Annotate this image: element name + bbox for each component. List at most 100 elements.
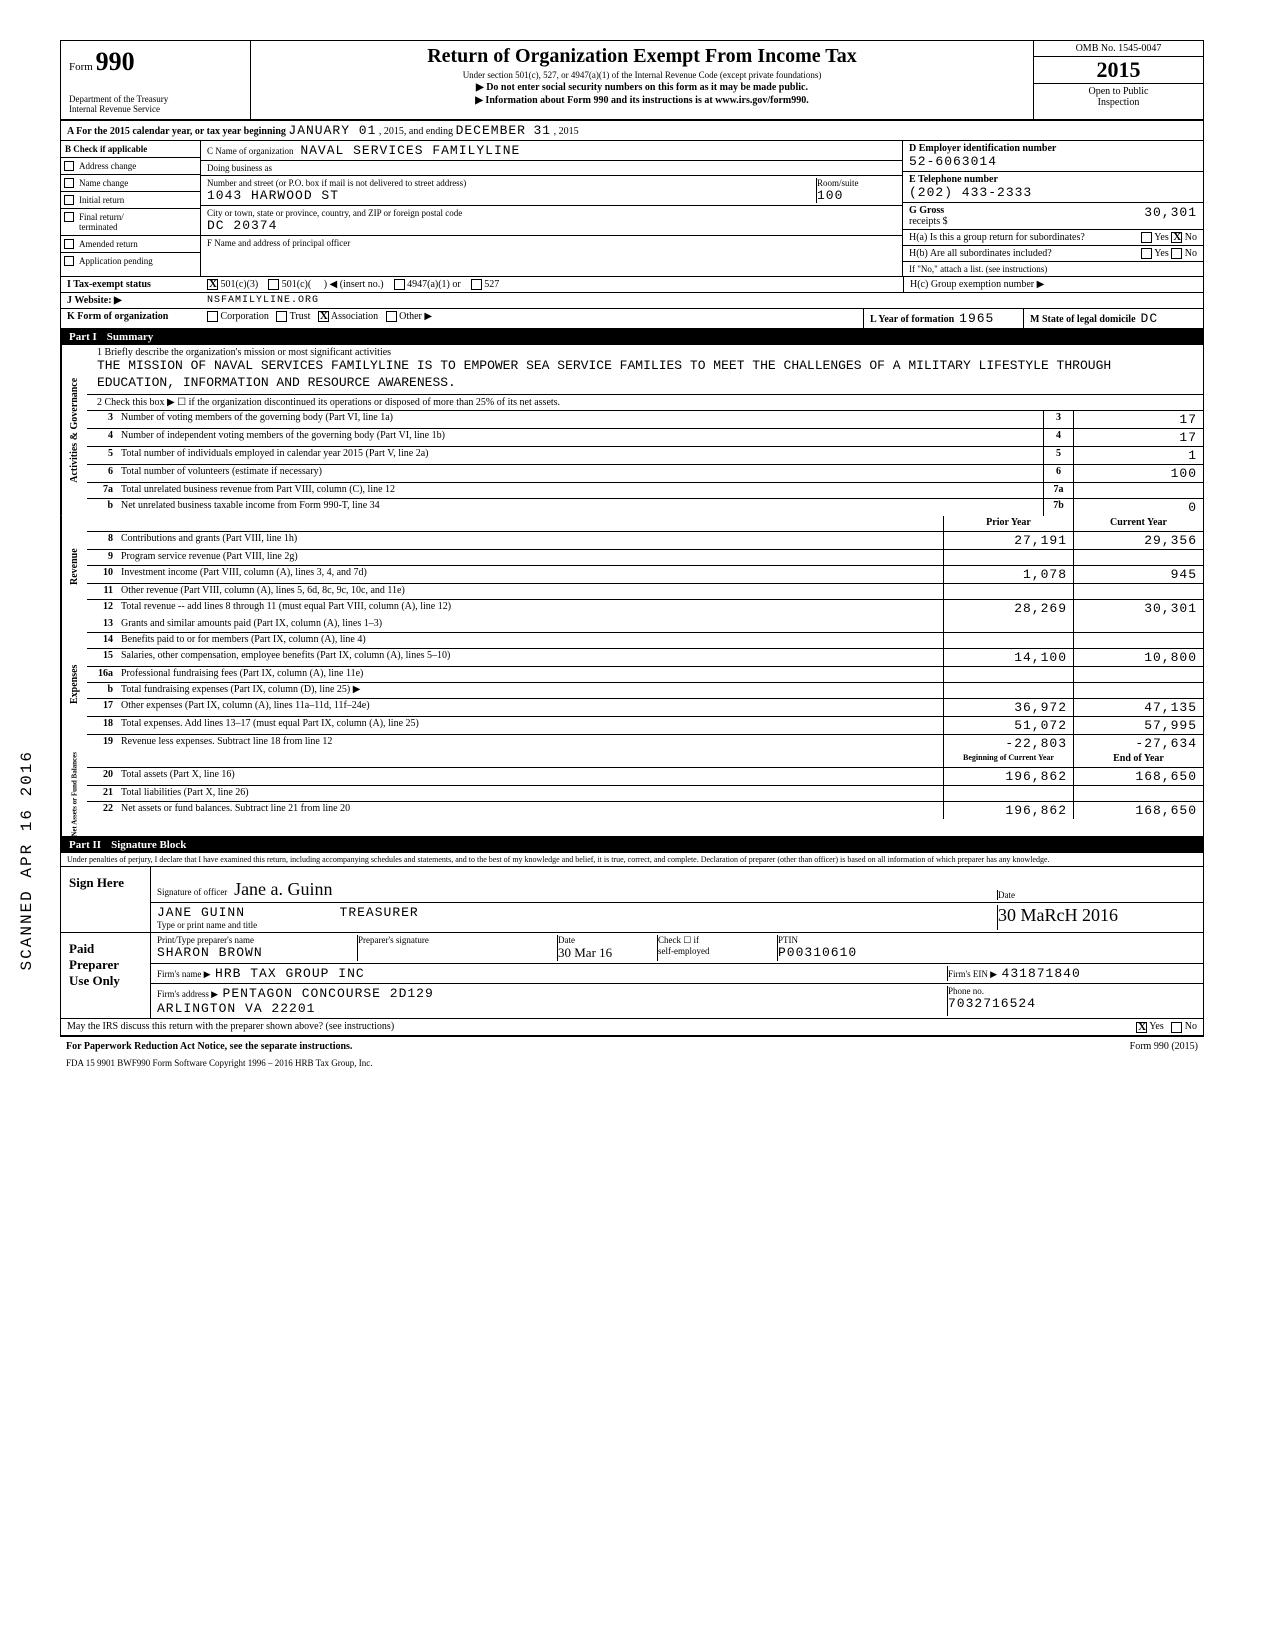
ha-yes-checkbox[interactable] — [1141, 232, 1152, 243]
line-desc: Number of independent voting members of … — [117, 429, 1043, 446]
no-label-2: No — [1185, 248, 1197, 259]
phone-no-label: Phone no. — [948, 986, 984, 996]
firm-addr-label: Firm's address ▶ — [157, 989, 218, 999]
line-21: 21 Total liabilities (Part X, line 26) — [87, 786, 1203, 802]
form-number: 990 — [96, 47, 135, 76]
line-desc: Total expenses. Add lines 13–17 (must eq… — [117, 717, 943, 734]
line-num: 18 — [87, 717, 117, 734]
mission-text: THE MISSION OF NAVAL SERVICES FAMILYLINE… — [97, 358, 1193, 392]
line-16a: 16a Professional fundraising fees (Part … — [87, 667, 1203, 683]
yes-label: Yes — [1154, 232, 1169, 243]
501c-checkbox[interactable] — [268, 279, 279, 290]
prior-year-value — [943, 550, 1073, 565]
room-label: Room/suite — [817, 178, 859, 188]
mission-label: 1 Briefly describe the organization's mi… — [97, 347, 1193, 358]
line-box: 7a — [1043, 483, 1073, 498]
part-1-label: Part I — [69, 331, 107, 343]
ha-label: H(a) Is this a group return for subordin… — [909, 232, 1141, 243]
line-desc: Total unrelated business revenue from Pa… — [117, 483, 1043, 498]
j-label: J Website: ▶ — [61, 293, 201, 308]
gov-line-7a: 7a Total unrelated business revenue from… — [87, 483, 1203, 499]
part-2-label: Part II — [69, 839, 111, 851]
form-990: Form 990 Department of the Treasury Inte… — [60, 40, 1204, 1037]
b-name-change: Name change — [79, 178, 128, 188]
line-desc: Grants and similar amounts paid (Part IX… — [117, 617, 943, 632]
trust-checkbox[interactable] — [276, 311, 287, 322]
line-box: 4 — [1043, 429, 1073, 446]
form-title: Return of Organization Exempt From Incom… — [261, 45, 1023, 68]
current-year-value — [1073, 617, 1203, 632]
discuss-yes: Yes — [1149, 1021, 1164, 1032]
current-year-value: -27,634 — [1073, 735, 1203, 752]
prior-year-value — [943, 633, 1073, 648]
line-15: 15 Salaries, other compensation, employe… — [87, 649, 1203, 667]
current-year-value: 10,800 — [1073, 649, 1203, 666]
omb-number: OMB No. 1545-0047 — [1034, 41, 1203, 57]
line-num: 5 — [87, 447, 117, 464]
line-22: 22 Net assets or fund balances. Subtract… — [87, 802, 1203, 819]
self-employed-label: self-employed — [658, 946, 709, 956]
current-year-value: 57,995 — [1073, 717, 1203, 734]
row-a-mid: , 2015, and ending — [379, 126, 453, 137]
discuss-question: May the IRS discuss this return with the… — [61, 1019, 1130, 1034]
line-desc: Revenue less expenses. Subtract line 18 … — [117, 735, 943, 752]
b-amended: Amended return — [79, 239, 138, 249]
527-checkbox[interactable] — [471, 279, 482, 290]
opt-527: 527 — [484, 279, 499, 290]
line-num: 8 — [87, 532, 117, 549]
city-label: City or town, state or province, country… — [207, 208, 462, 218]
line-desc: Number of voting members of the governin… — [117, 411, 1043, 428]
prep-name-label: Print/Type preparer's name — [157, 935, 254, 945]
g-label2: receipts $ — [909, 216, 948, 227]
h-note: If "No," attach a list. (see instruction… — [903, 262, 1203, 276]
line-20: 20 Total assets (Part X, line 16) 196,86… — [87, 768, 1203, 786]
row-a-label: A For the 2015 calendar year, or tax yea… — [67, 126, 286, 137]
line-17: 17 Other expenses (Part IX, column (A), … — [87, 699, 1203, 717]
ptin: P00310610 — [778, 945, 857, 960]
part-1-title: Summary — [107, 331, 153, 343]
prior-year-header: Prior Year — [943, 516, 1073, 531]
row-j: J Website: ▶ NSFAMILYLINE.ORG — [61, 293, 1203, 309]
line-desc: Other revenue (Part VIII, column (A), li… — [117, 584, 943, 599]
ha-no-checkbox[interactable] — [1171, 232, 1182, 243]
side-activities-governance: Activities & Governance — [61, 345, 87, 516]
line-desc: Other expenses (Part IX, column (A), lin… — [117, 699, 943, 716]
street-address: 1043 HARWOOD ST — [207, 188, 339, 203]
current-year-value — [1073, 667, 1203, 682]
b-final-1: Final return/ — [79, 212, 124, 222]
discuss-yes-checkbox[interactable] — [1136, 1022, 1147, 1033]
check-if-label: Check ☐ if — [658, 935, 699, 945]
warn-ssn: ▶ Do not enter social security numbers o… — [261, 82, 1023, 93]
line-num: b — [87, 499, 117, 516]
line-desc: Contributions and grants (Part VIII, lin… — [117, 532, 943, 549]
firm-addr-2: ARLINGTON VA 22201 — [157, 1001, 315, 1016]
line-8: 8 Contributions and grants (Part VIII, l… — [87, 532, 1203, 550]
firm-name: HRB TAX GROUP INC — [215, 966, 365, 981]
4947-checkbox[interactable] — [394, 279, 405, 290]
hb-yes-checkbox[interactable] — [1141, 248, 1152, 259]
other-checkbox[interactable] — [386, 311, 397, 322]
sig-officer-label: Signature of officer — [157, 887, 227, 897]
line-value — [1073, 483, 1203, 498]
assoc-checkbox[interactable] — [318, 311, 329, 322]
phone: (202) 433-2333 — [909, 185, 1032, 200]
line-box: 7b — [1043, 499, 1073, 516]
line-12: 12 Total revenue -- add lines 8 through … — [87, 600, 1203, 617]
type-name-label: Type or print name and title — [157, 920, 257, 930]
hb-no-checkbox[interactable] — [1171, 248, 1182, 259]
line-desc: Total fundraising expenses (Part IX, col… — [117, 683, 943, 698]
sign-here-block: Sign Here Signature of officer Jane a. G… — [61, 867, 1203, 933]
prior-year-value: 196,862 — [943, 802, 1073, 819]
501c3-checkbox[interactable] — [207, 279, 218, 290]
d-label: D Employer identification number — [909, 143, 1056, 154]
line-box: 6 — [1043, 465, 1073, 482]
corp-checkbox[interactable] — [207, 311, 218, 322]
line-18: 18 Total expenses. Add lines 13–17 (must… — [87, 717, 1203, 735]
line-desc: Net assets or fund balances. Subtract li… — [117, 802, 943, 819]
line-num: b — [87, 683, 117, 698]
line-value: 1 — [1073, 447, 1203, 464]
line-num: 15 — [87, 649, 117, 666]
discuss-no-checkbox[interactable] — [1171, 1022, 1182, 1033]
row-k: K Form of organization Corporation Trust… — [61, 309, 1203, 329]
part-2-header: Part II Signature Block — [61, 837, 1203, 853]
